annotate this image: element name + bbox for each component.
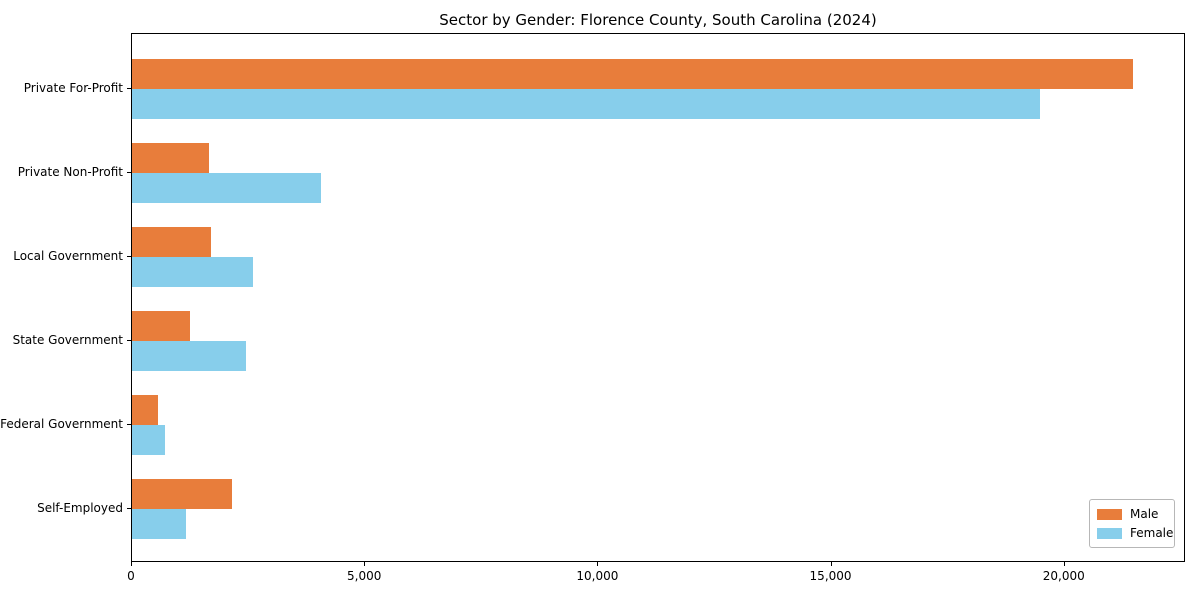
- y-tick-mark: [127, 172, 131, 173]
- legend: Male Female: [1089, 499, 1175, 548]
- bar-female: [132, 425, 165, 455]
- y-tick-mark: [127, 424, 131, 425]
- bar-male: [132, 59, 1133, 89]
- y-tick-mark: [127, 88, 131, 89]
- plot-area: Male Female: [131, 33, 1185, 562]
- x-tick-mark: [364, 562, 366, 566]
- y-tick-mark: [127, 508, 131, 509]
- bar-male: [132, 227, 212, 257]
- male-swatch-icon: [1097, 508, 1122, 520]
- x-axis: 0 5,000 10,000 15,000 20,000: [127, 562, 1185, 592]
- x-tick-mark: [1063, 562, 1065, 566]
- category-label: Private For-Profit: [23, 81, 123, 95]
- bar-male: [132, 395, 158, 425]
- bar-male: [132, 143, 209, 173]
- bar-female: [132, 257, 254, 287]
- bar-female: [132, 173, 321, 203]
- category-label: Federal Government: [0, 417, 123, 431]
- bar-male: [132, 479, 233, 509]
- female-swatch-icon: [1097, 527, 1122, 539]
- x-tick-mark: [131, 562, 132, 566]
- legend-item-female: Female: [1097, 525, 1173, 541]
- x-tick-label: 5,000: [346, 569, 382, 583]
- y-tick-mark: [127, 256, 131, 257]
- y-axis-ticks: [127, 33, 131, 562]
- x-tick-label: 20,000: [1042, 569, 1085, 583]
- category-label: Private Non-Profit: [17, 165, 123, 179]
- bar-male: [132, 311, 191, 341]
- x-tick-label: 0: [127, 569, 135, 583]
- bar-female: [132, 89, 1040, 119]
- x-tick-label: 15,000: [809, 569, 852, 583]
- bar-female: [132, 509, 186, 539]
- category-label: Local Government: [13, 249, 123, 263]
- y-tick-mark: [127, 340, 131, 341]
- category-label: Self-Employed: [37, 501, 123, 515]
- bar-female: [132, 341, 247, 371]
- y-axis-labels: Private For-Profit Private Non-Profit Loca…: [0, 33, 123, 562]
- category-label: State Government: [12, 333, 123, 347]
- x-tick-mark: [830, 562, 832, 566]
- chart-title: Sector by Gender: Florence County, South…: [439, 11, 877, 29]
- legend-label-male: Male: [1130, 507, 1159, 521]
- x-tick-label: 10,000: [576, 569, 619, 583]
- x-tick-mark: [597, 562, 599, 566]
- legend-item-male: Male: [1097, 506, 1166, 522]
- legend-label-female: Female: [1130, 526, 1174, 540]
